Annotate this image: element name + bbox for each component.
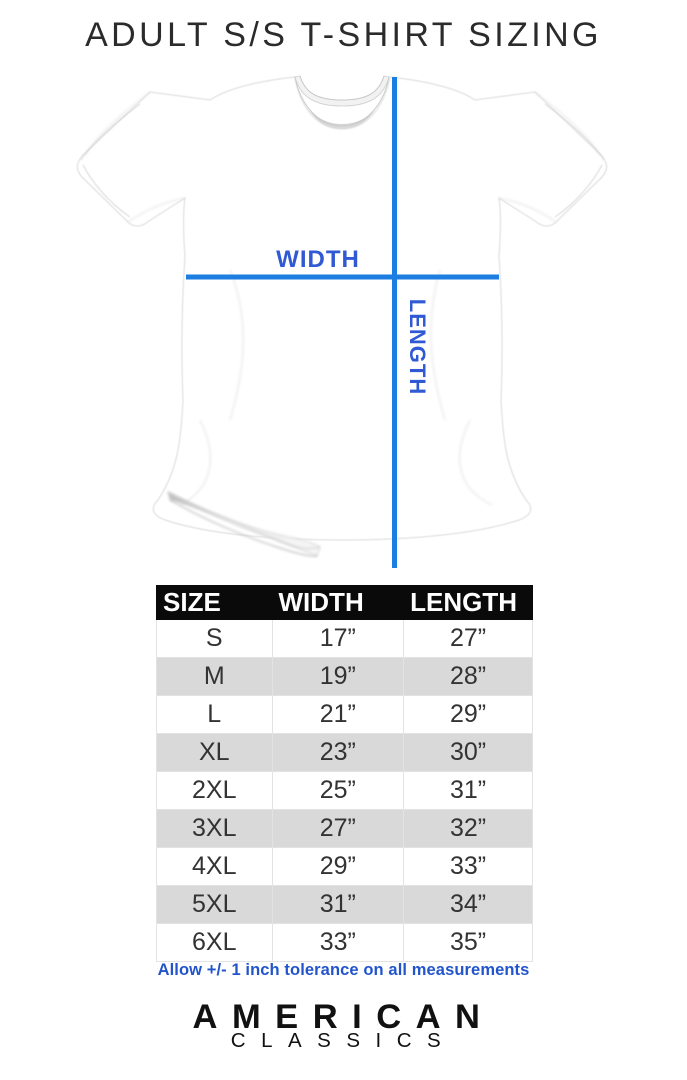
svg-text:LENGTH: LENGTH bbox=[405, 299, 430, 395]
svg-text:WIDTH: WIDTH bbox=[276, 246, 360, 273]
